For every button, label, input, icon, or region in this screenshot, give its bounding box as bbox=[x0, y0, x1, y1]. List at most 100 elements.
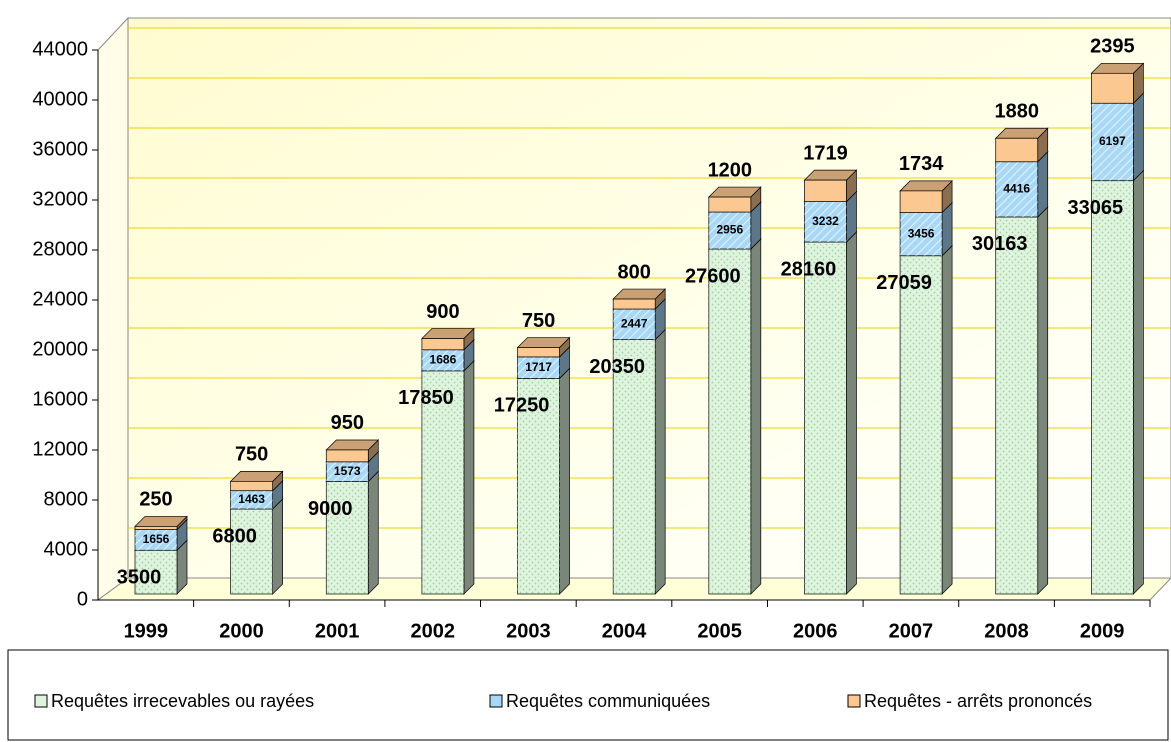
value-label: 3232 bbox=[812, 214, 839, 228]
value-label: 750 bbox=[522, 310, 555, 332]
value-label: 1719 bbox=[803, 142, 848, 164]
y-tick-label: 0 bbox=[77, 588, 88, 610]
value-label: 20350 bbox=[589, 356, 645, 378]
value-label: 1200 bbox=[708, 159, 753, 181]
value-label: 27059 bbox=[876, 272, 932, 294]
value-label: 1686 bbox=[430, 353, 457, 367]
bar bbox=[230, 480, 273, 492]
y-tick-label: 36000 bbox=[32, 138, 88, 160]
bar bbox=[134, 526, 178, 530]
y-tick-label: 44000 bbox=[32, 38, 88, 60]
value-label: 250 bbox=[139, 489, 172, 511]
bar-texture bbox=[804, 201, 847, 242]
bar-texture bbox=[613, 309, 656, 340]
value-label: 1734 bbox=[899, 153, 944, 175]
bar bbox=[899, 190, 943, 213]
bar-texture bbox=[1091, 180, 1134, 594]
value-label: 950 bbox=[331, 412, 364, 434]
bar-texture bbox=[613, 339, 656, 594]
value-label: 3500 bbox=[117, 567, 162, 589]
value-label: 27600 bbox=[685, 265, 741, 287]
y-tick-label: 8000 bbox=[44, 488, 89, 510]
value-label: 30163 bbox=[972, 233, 1028, 255]
legend-label: Requêtes irrecevables ou rayées bbox=[51, 691, 314, 711]
bar-texture bbox=[708, 212, 751, 249]
value-label: 2395 bbox=[1090, 36, 1135, 58]
value-label: 33065 bbox=[1068, 197, 1124, 219]
bar-side bbox=[654, 328, 666, 595]
x-tick-label: 2001 bbox=[315, 620, 360, 642]
bar-texture bbox=[421, 349, 464, 371]
value-label: 6800 bbox=[212, 525, 257, 547]
x-tick-label: 2002 bbox=[410, 620, 455, 642]
x-tick-label: 2009 bbox=[1080, 620, 1125, 642]
bar-texture bbox=[517, 378, 560, 594]
bar bbox=[612, 298, 656, 310]
bar-texture bbox=[708, 249, 751, 594]
value-label: 2447 bbox=[621, 317, 648, 331]
bar-texture bbox=[421, 370, 464, 594]
bar-side bbox=[750, 238, 762, 595]
bar-texture bbox=[135, 550, 177, 594]
value-label: 1656 bbox=[143, 532, 170, 546]
x-tick-label: 2007 bbox=[889, 620, 934, 642]
bar-texture bbox=[326, 461, 369, 482]
bar bbox=[325, 449, 369, 463]
bar-side bbox=[1133, 92, 1144, 182]
bar-texture bbox=[804, 242, 847, 594]
x-tick-label: 1999 bbox=[124, 620, 169, 642]
bar-texture bbox=[517, 356, 560, 379]
legend-box bbox=[7, 649, 1169, 741]
x-tick-label: 2005 bbox=[697, 620, 742, 642]
value-label: 6197 bbox=[1099, 134, 1126, 148]
value-label: 750 bbox=[235, 444, 268, 466]
y-tick-label: 20000 bbox=[32, 338, 88, 360]
bar-side bbox=[941, 244, 953, 595]
value-label: 17850 bbox=[398, 387, 454, 409]
x-tick-label: 2006 bbox=[793, 620, 838, 642]
x-tick-label: 2000 bbox=[219, 620, 264, 642]
value-label: 1463 bbox=[238, 492, 265, 506]
bar bbox=[708, 196, 752, 213]
x-tick-label: 2004 bbox=[602, 620, 647, 642]
y-tick-label: 12000 bbox=[32, 438, 88, 460]
bar-texture bbox=[900, 255, 943, 594]
legend-label: Requêtes communiquées bbox=[506, 691, 710, 711]
legend-label: Requêtes - arrêts prononcés bbox=[864, 691, 1092, 711]
value-label: 1717 bbox=[525, 360, 552, 374]
side-wall bbox=[97, 16, 129, 601]
value-label: 1880 bbox=[994, 101, 1039, 123]
bar-side bbox=[1037, 206, 1049, 595]
x-tick-label: 2008 bbox=[984, 620, 1029, 642]
y-tick-label: 32000 bbox=[32, 188, 88, 210]
bar-side bbox=[272, 498, 283, 595]
bar-side bbox=[1037, 150, 1049, 218]
value-label: 17250 bbox=[494, 395, 550, 417]
bar bbox=[517, 347, 560, 358]
bar-texture bbox=[995, 161, 1038, 217]
legend-swatch bbox=[34, 694, 48, 708]
value-label: 1573 bbox=[334, 464, 361, 478]
y-tick-label: 40000 bbox=[32, 88, 88, 110]
bar-texture bbox=[326, 481, 369, 594]
bar bbox=[1091, 72, 1134, 104]
bar-texture bbox=[900, 212, 943, 256]
value-label: 800 bbox=[617, 261, 650, 283]
value-label: 2956 bbox=[716, 223, 743, 237]
bar bbox=[995, 137, 1039, 163]
value-label: 3456 bbox=[908, 226, 935, 240]
y-tick-label: 16000 bbox=[32, 388, 88, 410]
bar-side bbox=[463, 360, 475, 595]
y-tick-label: 4000 bbox=[44, 538, 89, 560]
bar bbox=[421, 338, 465, 351]
bar-texture bbox=[230, 509, 273, 594]
bar-texture bbox=[995, 216, 1038, 594]
value-label: 28160 bbox=[781, 258, 837, 280]
value-label: 4416 bbox=[1003, 182, 1030, 196]
y-tick-label: 28000 bbox=[32, 238, 88, 260]
bar-side bbox=[846, 231, 857, 595]
bar-side bbox=[367, 470, 379, 595]
bar-side bbox=[559, 367, 570, 595]
legend-swatch bbox=[489, 694, 503, 708]
